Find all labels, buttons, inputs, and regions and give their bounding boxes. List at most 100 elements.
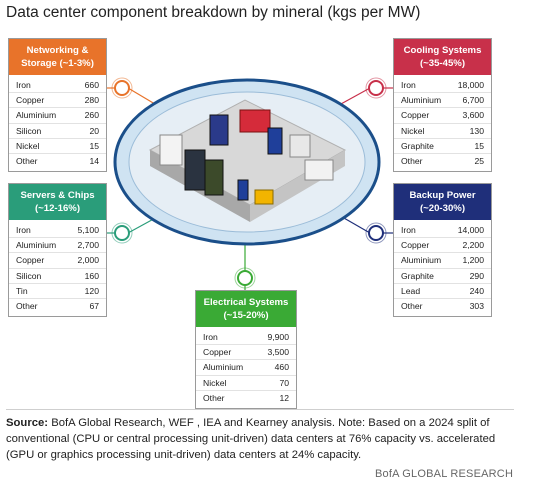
mineral-name: Tin <box>16 285 28 296</box>
mineral-name: Aluminium <box>16 110 57 121</box>
mineral-value: 15 <box>474 140 484 151</box>
mineral-name: Copper <box>16 95 45 106</box>
mineral-value: 3,500 <box>267 347 289 358</box>
mineral-row: Nickel 70 <box>196 374 296 390</box>
mineral-row: Aluminium 460 <box>196 359 296 374</box>
box-header: Electrical Systems (~15-20%) <box>196 291 296 327</box>
mineral-name: Other <box>16 300 38 311</box>
mineral-name: Graphite <box>401 270 434 281</box>
mineral-row: Iron 9,900 <box>196 330 296 344</box>
source-label: Source: <box>6 417 49 429</box>
mineral-value: 290 <box>469 270 484 281</box>
mineral-row: Copper 280 <box>9 92 106 107</box>
mineral-row: Copper 2,000 <box>9 252 106 267</box>
mineral-box: Backup Power (~20-30%) Iron 14,000 Copper 2,… <box>393 183 492 318</box>
mineral-box: Networking & Storage (~1-3%) Iron 660 Coppe… <box>8 38 107 173</box>
box-share: (~15-20%) <box>223 310 269 321</box>
mineral-row: Aluminium 2,700 <box>9 237 106 252</box>
mineral-name: Iron <box>203 332 218 342</box>
mineral-name: Nickel <box>401 125 425 136</box>
title: Data center component breakdown by miner… <box>6 4 421 21</box>
box-header: Backup Power (~20-30%) <box>394 184 491 220</box>
mineral-value: 14 <box>89 155 99 166</box>
mineral-name: Other <box>203 392 225 403</box>
box-rows: Iron 5,100 Aluminium 2,700 Copper 2,000 Silico… <box>9 220 106 316</box>
mineral-box: Electrical Systems (~15-20%) Iron 9,900 Cop… <box>195 290 297 409</box>
mineral-name: Nickel <box>16 140 40 151</box>
mineral-value: 14,000 <box>457 225 484 235</box>
box-share: (~35-45%) <box>419 58 466 69</box>
mineral-value: 280 <box>84 95 99 106</box>
mineral-row: Other 303 <box>394 297 491 313</box>
box-rows: Iron 14,000 Copper 2,200 Aluminium 1,200 Graph… <box>394 220 491 316</box>
mineral-row: Graphite 290 <box>394 267 491 283</box>
mineral-row: Iron 18,000 <box>394 78 491 92</box>
mineral-row: Aluminium 260 <box>9 107 106 122</box>
mineral-row: Other 12 <box>196 389 296 405</box>
mineral-row: Aluminium 1,200 <box>394 252 491 267</box>
mineral-row: Iron 14,000 <box>394 223 491 237</box>
mineral-value: 130 <box>469 125 484 136</box>
mineral-row: Iron 5,100 <box>9 223 106 237</box>
mineral-name: Other <box>401 300 423 311</box>
mineral-value: 240 <box>469 285 484 296</box>
footer: BofA GLOBAL RESEARCH <box>375 468 514 480</box>
mineral-value: 70 <box>279 377 289 388</box>
box-share: (~1-3%) <box>59 58 94 69</box>
mineral-row: Tin 120 <box>9 282 106 298</box>
mineral-name: Copper <box>401 110 430 121</box>
box-header: Cooling Systems (~35-45%) <box>394 39 491 75</box>
mineral-name: Aluminium <box>16 240 57 251</box>
mineral-row: Iron 660 <box>9 78 106 92</box>
mineral-name: Aluminium <box>203 362 244 373</box>
box-header: Servers & Chips (~12-16%) <box>9 184 106 220</box>
source-text: BofA Global Research, WEF , IEA and Kear… <box>6 417 496 461</box>
divider <box>6 409 514 410</box>
mineral-value: 120 <box>84 285 99 296</box>
mineral-name: Nickel <box>203 377 227 388</box>
mineral-value: 5,100 <box>77 225 99 235</box>
mineral-name: Copper <box>203 347 232 358</box>
mineral-name: Aluminium <box>401 95 442 106</box>
mineral-value: 2,000 <box>77 255 99 266</box>
box-title: Networking & Storage <box>21 45 89 69</box>
box-title: Servers & Chips <box>20 190 95 201</box>
box-rows: Iron 9,900 Copper 3,500 Aluminium 460 Nickel 70… <box>196 327 296 408</box>
mineral-row: Nickel 15 <box>9 137 106 153</box>
mineral-row: Silicon 160 <box>9 267 106 283</box>
box-title: Cooling Systems <box>403 45 482 56</box>
mineral-value: 460 <box>274 362 289 373</box>
mineral-row: Graphite 15 <box>394 137 491 153</box>
mineral-name: Copper <box>401 240 430 251</box>
mineral-value: 6,700 <box>462 95 484 106</box>
mineral-row: Copper 2,200 <box>394 237 491 252</box>
mineral-name: Other <box>16 155 38 166</box>
mineral-value: 20 <box>89 125 99 136</box>
mineral-value: 67 <box>89 300 99 311</box>
mineral-value: 3,600 <box>462 110 484 121</box>
mineral-name: Silicon <box>16 125 42 136</box>
source: Source: BofA Global Research, WEF , IEA … <box>6 415 526 463</box>
illustration <box>105 77 393 292</box>
box-title: Backup Power <box>409 190 476 201</box>
mineral-name: Iron <box>16 225 31 235</box>
mineral-box: Servers & Chips (~12-16%) Iron 5,100 Alumin… <box>8 183 107 318</box>
box-rows: Iron 18,000 Aluminium 6,700 Copper 3,600 Nicke… <box>394 75 491 171</box>
mineral-value: 303 <box>469 300 484 311</box>
mineral-name: Iron <box>401 225 416 235</box>
mineral-name: Other <box>401 155 423 166</box>
mineral-row: Copper 3,600 <box>394 107 491 122</box>
mineral-row: Other 14 <box>9 152 106 168</box>
mineral-value: 2,700 <box>77 240 99 251</box>
mineral-row: Other 67 <box>9 297 106 313</box>
box-title: Electrical Systems <box>203 297 289 308</box>
mineral-row: Aluminium 6,700 <box>394 92 491 107</box>
mineral-name: Lead <box>401 285 421 296</box>
mineral-value: 9,900 <box>267 332 289 342</box>
mineral-value: 25 <box>474 155 484 166</box>
mineral-value: 12 <box>279 392 289 403</box>
mineral-value: 160 <box>84 270 99 281</box>
mineral-value: 1,200 <box>462 255 484 266</box>
mineral-name: Graphite <box>401 140 434 151</box>
